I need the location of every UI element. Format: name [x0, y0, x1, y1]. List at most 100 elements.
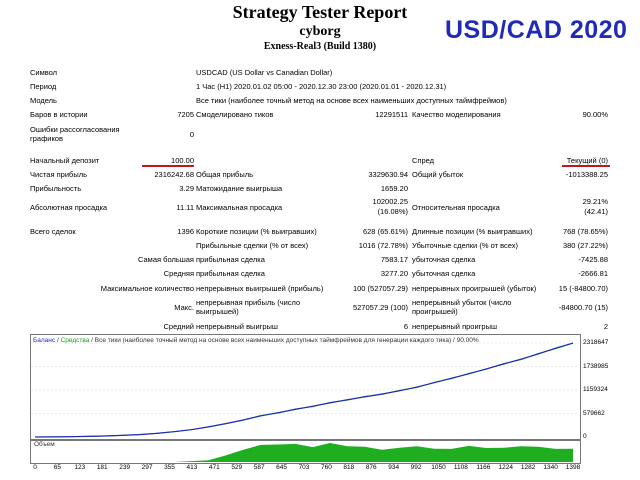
relative-drawdown-label: Относительная просадка — [412, 203, 500, 212]
x-tick-label: 1282 — [520, 464, 536, 471]
x-tick-label: 818 — [343, 464, 355, 471]
deposit-underline — [142, 165, 194, 167]
gross-loss-label: Общий убыток — [412, 170, 464, 179]
volume-plot — [35, 443, 573, 462]
x-tick-label: 645 — [276, 464, 287, 471]
period-value: 1 Час (H1) 2020.01.02 05:00 - 2020.12.30… — [196, 82, 447, 91]
largest-profit-value: 7583.17 — [380, 255, 408, 264]
absolute-drawdown-value: 11.11 — [176, 203, 194, 212]
ticks-value: 12291511 — [375, 110, 408, 119]
x-tick-label: 934 — [388, 464, 400, 471]
consecutive-wins-label: непрерывных выигрышей (прибыль) — [196, 284, 324, 293]
total-trades-value: 1396 — [177, 227, 194, 236]
consecutive-wins-value: 100 (527057.29) — [352, 284, 408, 293]
average-loss-value: -2666.81 — [578, 269, 608, 278]
average-loss-label: убыточная сделка — [412, 269, 476, 278]
relative-drawdown-percent: 29.21% — [582, 197, 608, 206]
x-tick-label: 239 — [119, 464, 131, 471]
profit-trades-value: 1016 (72.78%) — [358, 241, 408, 250]
loss-trades-value: 380 (27.22%) — [562, 241, 608, 250]
quality-label: Качество моделирования — [412, 110, 501, 119]
x-tick-label: 760 — [320, 464, 332, 471]
expected-payoff-value: 1659.20 — [380, 184, 408, 193]
account-name: cyborg — [299, 24, 341, 39]
x-tick-label: 703 — [298, 464, 310, 471]
net-profit-value: 2316242.68 — [154, 170, 194, 179]
y-tick-label: 2318647 — [583, 339, 609, 346]
quality-value: 90.00% — [582, 110, 608, 119]
max-drawdown-label: Максимальная просадка — [196, 203, 283, 212]
avg-losses-value: 2 — [603, 322, 608, 331]
x-tick-label: 65 — [53, 464, 62, 471]
x-tick-label: 876 — [365, 464, 377, 471]
x-tick-label: 355 — [164, 464, 175, 471]
x-tick-label: 0 — [33, 464, 37, 471]
largest-profit-label: прибыльная сделка — [196, 255, 265, 264]
consecutive-profit-label: непрерывная прибыль (число выигрышей) — [196, 298, 301, 316]
balance-chart — [30, 334, 581, 440]
avg-label: Средний — [163, 322, 195, 331]
short-positions-value: 628 (65.61%) — [362, 227, 408, 236]
max-label: Макс. — [174, 303, 194, 312]
period-label: Период — [30, 82, 57, 91]
consecutive-loss-label: непрерывный убыток (число проигрышей) — [412, 298, 512, 316]
consecutive-losses-label: непрерывных проигрышей (убыток) — [412, 284, 537, 293]
x-tick-label: 1108 — [453, 464, 468, 471]
long-positions-label: Длинные позиции (% выигравших) — [412, 227, 533, 236]
average-profit-value: 3277.20 — [380, 269, 408, 278]
legend-description: / Все тики (наиболее точный метод на осн… — [89, 337, 479, 344]
x-tick-label: 1166 — [476, 464, 491, 471]
report-title: Strategy Tester Report — [232, 2, 408, 22]
average-profit-label: прибыльная сделка — [196, 269, 265, 278]
y-tick-label: 0 — [583, 433, 587, 440]
average-label: Средняя — [163, 269, 194, 278]
legend-separator: / — [55, 337, 61, 344]
short-positions-label: Короткие позиции (% выигравших) — [196, 227, 317, 236]
total-trades-label: Всего сделок — [30, 227, 76, 236]
absolute-drawdown-label: Абсолютная просадка — [30, 203, 108, 212]
deposit-value: 100.00 — [171, 156, 194, 165]
net-profit-label: Чистая прибыль — [30, 170, 87, 179]
gross-loss-value: -1013388.25 — [565, 170, 608, 179]
x-tick-label: 123 — [74, 464, 86, 471]
avg-wins-value: 6 — [403, 322, 408, 331]
errors-label: Ошибки рассогласования графиков — [30, 125, 120, 143]
legend-equity: Средства — [60, 337, 90, 344]
relative-drawdown-value: (42.41) — [584, 207, 608, 216]
symbol-value: USDCAD (US Dollar vs Canadian Dollar) — [196, 68, 333, 77]
balance-plot — [31, 342, 579, 438]
avg-losses-label: непрерывный проигрыш — [412, 322, 497, 331]
x-tick-label: 297 — [141, 464, 153, 471]
bars-label: Баров в истории — [30, 110, 88, 119]
largest-loss-label: убыточная сделка — [412, 255, 476, 264]
x-tick-label: 1398 — [565, 464, 581, 471]
profit-factor-value: 3.29 — [179, 184, 194, 193]
x-tick-label: 1224 — [498, 464, 513, 471]
ticks-label: Смоделировано тиков — [196, 110, 274, 119]
max-drawdown-percent: (16.08%) — [377, 207, 408, 216]
max-count-label: Максимальное количество — [100, 284, 194, 293]
server-build: Exness-Real3 (Build 1380) — [263, 41, 377, 52]
expected-payoff-label: Матожидание выигрыша — [196, 184, 283, 193]
profit-factor-label: Прибыльность — [30, 184, 82, 193]
loss-trades-label: Убыточные сделки (% от всех) — [412, 241, 518, 250]
spread-label: Спред — [412, 156, 435, 165]
symbol-year-badge: USD/CAD 2020 — [445, 16, 628, 44]
gross-profit-value: 3329630.94 — [368, 170, 408, 179]
balance-line — [34, 342, 574, 438]
x-tick-label: 992 — [410, 464, 422, 471]
consecutive-loss-value: -84800.70 (15) — [558, 303, 608, 312]
errors-value: 0 — [189, 130, 194, 139]
x-tick-label: 471 — [208, 464, 220, 471]
spread-underline — [562, 165, 610, 167]
chart-legend: Баланс / Средства / Все тики (наиболее т… — [33, 337, 479, 344]
largest-label: Самая большая — [138, 255, 194, 264]
x-tick-label: 587 — [253, 464, 265, 471]
volume-label: Объем — [34, 441, 55, 448]
x-tick-label: 1340 — [543, 464, 558, 471]
x-tick-label: 181 — [96, 464, 108, 471]
deposit-label: Начальный депозит — [30, 156, 100, 165]
x-tick-label: 1050 — [431, 464, 446, 471]
avg-wins-label: непрерывный выигрыш — [196, 322, 278, 331]
x-tick-label: 413 — [186, 464, 198, 471]
